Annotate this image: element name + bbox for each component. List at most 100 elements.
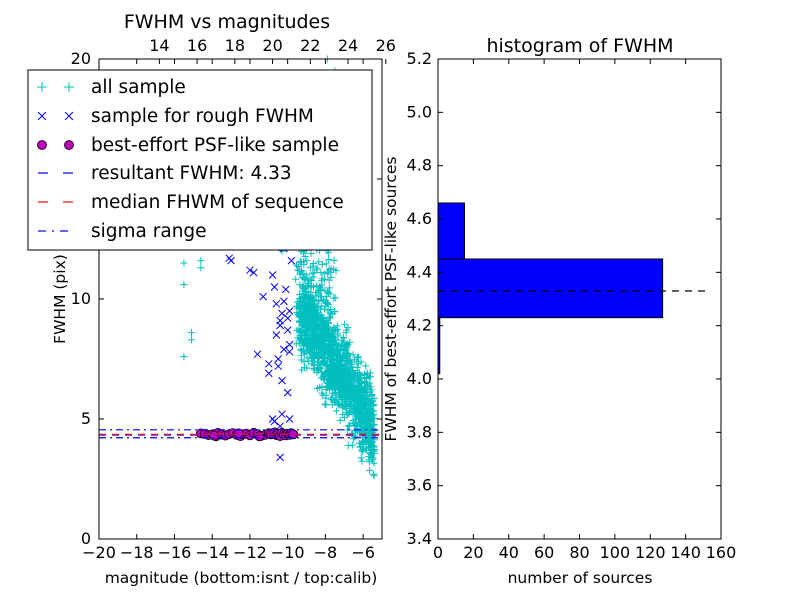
all-sample-point bbox=[339, 334, 347, 342]
all-sample-point bbox=[339, 375, 347, 383]
rough-fwhm-point bbox=[287, 256, 296, 265]
rough-fwhm-point bbox=[278, 309, 286, 318]
y-tick-label: 0 bbox=[81, 529, 91, 548]
x-tick-label: −14 bbox=[195, 543, 229, 562]
all-sample-point bbox=[327, 371, 335, 379]
rough-fwhm-point bbox=[268, 271, 277, 279]
y-tick-label: 3.6 bbox=[407, 476, 432, 495]
all-sample-point bbox=[331, 307, 339, 315]
all-sample-point bbox=[296, 304, 304, 312]
all-sample-point bbox=[352, 412, 360, 420]
all-sample-point bbox=[330, 355, 338, 363]
all-sample-point bbox=[299, 270, 307, 278]
x-tick-label: −6 bbox=[351, 543, 375, 562]
all-sample-point bbox=[299, 282, 307, 290]
all-sample-point bbox=[344, 411, 351, 419]
all-sample-point bbox=[187, 329, 195, 337]
all-sample-point bbox=[314, 313, 322, 321]
all-sample-point bbox=[364, 417, 372, 425]
y-tick-label: 3.8 bbox=[407, 422, 432, 441]
all-sample-point bbox=[327, 269, 335, 277]
all-sample-point bbox=[292, 340, 300, 348]
all-sample-point bbox=[324, 319, 332, 327]
all-sample-point bbox=[344, 364, 352, 372]
all-sample-point bbox=[293, 326, 301, 334]
rough-fwhm-point bbox=[264, 369, 273, 378]
y-tick-label: 5.2 bbox=[407, 49, 432, 68]
all-sample-point bbox=[370, 411, 378, 419]
all-sample-point bbox=[318, 281, 326, 289]
all-sample-point bbox=[305, 336, 313, 344]
histogram-bar bbox=[437, 258, 664, 319]
all-sample-point bbox=[321, 370, 329, 378]
all-sample-point bbox=[332, 407, 340, 415]
all-sample-point bbox=[298, 294, 306, 302]
x-tick-label: −8 bbox=[314, 543, 338, 562]
all-sample-point bbox=[331, 336, 339, 344]
y-tick-label: 4.2 bbox=[407, 316, 432, 335]
rough-fwhm-point bbox=[280, 345, 288, 354]
all-sample-point bbox=[318, 260, 326, 268]
all-sample-point bbox=[338, 364, 346, 372]
legend-label-psf-sample: best-effort PSF-like sample bbox=[91, 135, 339, 156]
all-sample-point bbox=[320, 360, 328, 368]
all-sample-point bbox=[307, 310, 315, 318]
all-sample-point bbox=[326, 347, 334, 355]
all-sample-point bbox=[313, 282, 321, 290]
all-sample-point bbox=[355, 439, 363, 447]
all-sample-point bbox=[313, 312, 321, 320]
rough-fwhm-point bbox=[285, 415, 294, 423]
all-sample-point bbox=[315, 342, 323, 350]
all-sample-point bbox=[347, 394, 355, 402]
all-sample-point bbox=[303, 292, 311, 300]
rough-fwhm-point bbox=[283, 326, 292, 335]
all-sample-point bbox=[305, 357, 313, 365]
all-sample-point bbox=[327, 382, 335, 389]
all-sample-point bbox=[338, 394, 346, 402]
legend-item-all-sample: all sample bbox=[37, 77, 186, 98]
all-sample-point bbox=[298, 320, 306, 328]
x-tick-label: 40 bbox=[499, 543, 519, 562]
all-sample-point bbox=[293, 261, 301, 269]
all-sample-point bbox=[325, 313, 333, 321]
all-sample-point bbox=[312, 324, 320, 332]
all-sample-point bbox=[296, 258, 304, 266]
all-sample-point bbox=[180, 353, 188, 361]
all-sample-point bbox=[349, 388, 357, 396]
all-sample-point bbox=[366, 466, 374, 474]
top-tick-label: 26 bbox=[376, 36, 396, 55]
all-sample-point bbox=[344, 442, 352, 450]
all-sample-point bbox=[365, 409, 373, 417]
all-sample-point bbox=[331, 325, 339, 333]
rough-fwhm-point bbox=[272, 331, 281, 339]
all-sample-point bbox=[366, 369, 374, 377]
all-sample-point bbox=[320, 345, 328, 353]
all-sample-point bbox=[303, 306, 311, 314]
all-sample-point bbox=[312, 332, 320, 340]
y-tick-label: 4.8 bbox=[407, 156, 432, 175]
all-sample-point bbox=[315, 290, 323, 298]
x-marker-icon bbox=[37, 111, 74, 121]
all-sample-point bbox=[330, 294, 338, 302]
all-sample-point bbox=[304, 293, 312, 301]
x-tick-label: 60 bbox=[534, 543, 554, 562]
y-tick-label: 4.0 bbox=[407, 369, 432, 388]
rough-fwhm-point bbox=[278, 376, 286, 385]
all-sample-point bbox=[296, 318, 304, 326]
right-chart-title: histogram of FWHM bbox=[486, 35, 673, 57]
all-sample-point bbox=[327, 396, 335, 404]
all-sample-point bbox=[337, 341, 345, 349]
top-tick-label: 20 bbox=[262, 36, 282, 55]
legend-item-median-fwhm: median FHWM of sequence bbox=[38, 192, 344, 213]
all-sample-point bbox=[304, 341, 312, 349]
all-sample-point bbox=[306, 347, 314, 355]
all-sample-point bbox=[331, 360, 339, 368]
all-sample-point bbox=[370, 443, 378, 451]
all-sample-point bbox=[325, 256, 333, 264]
all-sample-point bbox=[358, 418, 366, 426]
rough-fwhm-point bbox=[285, 347, 294, 356]
rough-fwhm-point bbox=[264, 359, 273, 368]
rough-fwhm-point bbox=[274, 362, 283, 371]
all-sample-point bbox=[363, 416, 371, 424]
